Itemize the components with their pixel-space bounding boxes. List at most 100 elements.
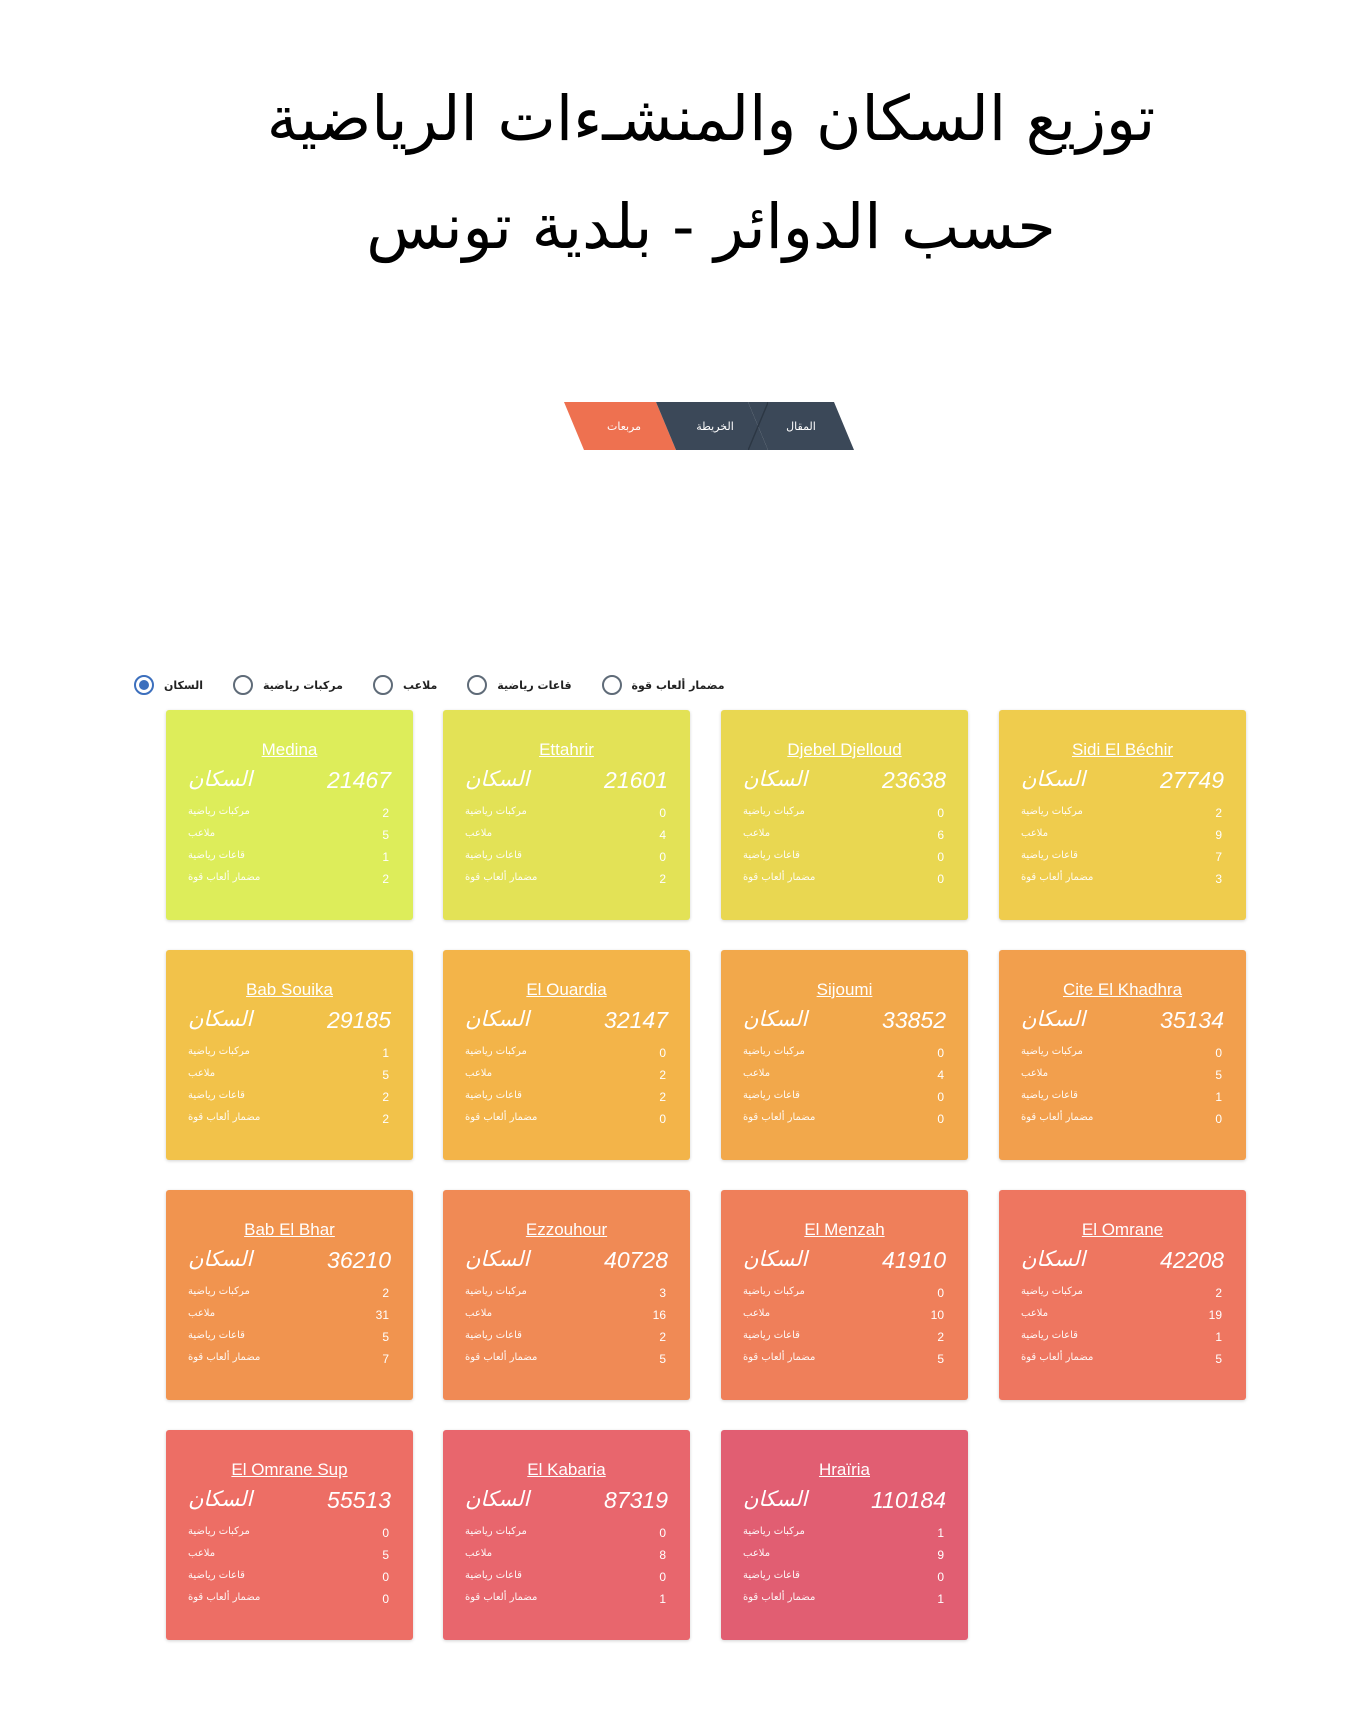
population-value: 27749 bbox=[1160, 767, 1224, 793]
stat-value-halls: 2 bbox=[937, 1330, 944, 1344]
stat-value-fields: 8 bbox=[659, 1548, 666, 1562]
district-name-link[interactable]: El Menzah bbox=[804, 1220, 885, 1239]
radio-halls[interactable]: قاعات رياضية bbox=[467, 675, 572, 695]
stat-label-halls: قاعات رياضية bbox=[188, 1330, 245, 1341]
stat-value-tracks: 0 bbox=[382, 1592, 389, 1606]
stat-label-tracks: مضمار ألعاب قوة bbox=[465, 872, 538, 883]
district-name-link[interactable]: El Ouardia bbox=[526, 980, 607, 999]
page-title-line-2: حسب الدوائر - بلدية تونس bbox=[366, 190, 1056, 263]
stat-value-fields: 16 bbox=[652, 1308, 666, 1322]
view-switcher-nav: مربعات الخريطة المقال bbox=[564, 402, 854, 450]
district-name-link[interactable]: Bab Souika bbox=[246, 980, 333, 999]
radio-button[interactable] bbox=[467, 675, 488, 695]
stat-label-tracks: مضمار ألعاب قوة bbox=[188, 872, 261, 883]
stat-label-fields: ملاعب bbox=[743, 828, 771, 839]
stat-label-halls: قاعات رياضية bbox=[465, 1330, 522, 1341]
stat-value-complexes: 2 bbox=[382, 1286, 389, 1300]
district-card: Sijoumi السكان 33852 مركبات رياضية 0 ملاعب 4 قا… bbox=[721, 950, 968, 1160]
stat-label-complexes: مركبات رياضية bbox=[188, 1526, 250, 1537]
district-name-link[interactable]: Sidi El Béchir bbox=[1071, 740, 1174, 759]
radio-tracks[interactable]: مضمار ألعاب قوة bbox=[601, 675, 725, 695]
population-value: 110184 bbox=[870, 1487, 946, 1513]
stat-value-tracks: 7 bbox=[382, 1352, 389, 1366]
district-name-link[interactable]: El Kabaria bbox=[527, 1460, 606, 1479]
stat-value-tracks: 0 bbox=[1215, 1112, 1222, 1126]
stat-value-complexes: 0 bbox=[659, 1526, 666, 1540]
stat-value-fields: 5 bbox=[382, 1548, 389, 1562]
stat-value-halls: 7 bbox=[1215, 850, 1222, 864]
stat-value-complexes: 1 bbox=[382, 1046, 389, 1060]
stat-label-fields: ملاعب bbox=[1021, 1308, 1049, 1319]
district-name-link[interactable]: Sijoumi bbox=[816, 980, 873, 999]
radio-label: السكان bbox=[164, 678, 204, 692]
population-label: السكان bbox=[465, 1487, 530, 1511]
stat-label-complexes: مركبات رياضية bbox=[743, 806, 805, 817]
district-name-link[interactable]: Medina bbox=[261, 740, 318, 759]
stat-label-fields: ملاعب bbox=[188, 1308, 216, 1319]
nav-divider bbox=[748, 402, 768, 450]
district-name-link[interactable]: Cite El Khadhra bbox=[1062, 980, 1183, 999]
radio-label: قاعات رياضية bbox=[497, 678, 572, 692]
stat-value-tracks: 5 bbox=[937, 1352, 944, 1366]
stat-value-fields: 5 bbox=[382, 828, 389, 842]
radio-fields[interactable]: ملاعب bbox=[372, 675, 438, 695]
district-card: El Omrane Sup السكان 55513 مركبات رياضية 0 مل… bbox=[166, 1430, 413, 1640]
radio-label: مركبات رياضية bbox=[263, 678, 343, 692]
stat-label-fields: ملاعب bbox=[743, 1308, 771, 1319]
district-card: Medina السكان 21467 مركبات رياضية 2 ملاعب 5 قاع… bbox=[166, 710, 413, 920]
stat-label-tracks: مضمار ألعاب قوة bbox=[743, 872, 816, 883]
population-value: 21467 bbox=[327, 767, 391, 793]
stat-value-halls: 1 bbox=[1215, 1330, 1222, 1344]
population-value: 36210 bbox=[327, 1247, 391, 1273]
stat-label-tracks: مضمار ألعاب قوة bbox=[1021, 1112, 1094, 1123]
population-label: السكان bbox=[743, 1487, 808, 1511]
district-name-link[interactable]: El Omrane bbox=[1081, 1220, 1164, 1239]
nav-squares-tab[interactable]: مربعات bbox=[564, 402, 676, 450]
district-card: Hraïria السكان 110184 مركبات رياضية 1 ملاعب 9 ق… bbox=[721, 1430, 968, 1640]
stat-value-halls: 2 bbox=[382, 1090, 389, 1104]
stat-value-fields: 5 bbox=[382, 1068, 389, 1082]
radio-complexes[interactable]: مركبات رياضية bbox=[233, 675, 343, 695]
stat-value-halls: 2 bbox=[659, 1330, 666, 1344]
population-label: السكان bbox=[743, 767, 808, 791]
stat-value-complexes: 0 bbox=[937, 1286, 944, 1300]
population-label: السكان bbox=[188, 1007, 253, 1031]
stat-label-tracks: مضمار ألعاب قوة bbox=[1021, 1352, 1094, 1363]
stat-label-complexes: مركبات رياضية bbox=[188, 806, 250, 817]
stat-value-tracks: 1 bbox=[937, 1592, 944, 1606]
stat-label-complexes: مركبات رياضية bbox=[188, 1046, 250, 1057]
radio-population[interactable]: السكان bbox=[134, 675, 203, 695]
population-value: 87319 bbox=[604, 1487, 668, 1513]
stat-value-tracks: 5 bbox=[659, 1352, 666, 1366]
radio-button[interactable] bbox=[233, 675, 254, 695]
stat-value-halls: 2 bbox=[659, 1090, 666, 1104]
district-name-link[interactable]: El Omrane Sup bbox=[231, 1460, 348, 1479]
stat-value-fields: 6 bbox=[937, 828, 944, 842]
population-value: 23638 bbox=[882, 767, 946, 793]
population-value: 33852 bbox=[882, 1007, 946, 1033]
radio-button[interactable] bbox=[601, 675, 622, 695]
district-card: Bab El Bhar السكان 36210 مركبات رياضية 2 ملاع… bbox=[166, 1190, 413, 1400]
stat-value-fields: 9 bbox=[1215, 828, 1222, 842]
district-name-link[interactable]: Ezzouhour bbox=[525, 1220, 608, 1239]
radio-button-checked[interactable] bbox=[134, 675, 154, 695]
stat-value-fields: 31 bbox=[375, 1308, 389, 1322]
radio-button[interactable] bbox=[372, 675, 393, 695]
stat-label-halls: قاعات رياضية bbox=[465, 850, 522, 861]
stat-value-complexes: 0 bbox=[659, 806, 666, 820]
stat-value-tracks: 2 bbox=[382, 872, 389, 886]
stat-label-complexes: مركبات رياضية bbox=[465, 1286, 527, 1297]
stat-label-halls: قاعات رياضية bbox=[1021, 1330, 1078, 1341]
stat-label-tracks: مضمار ألعاب قوة bbox=[743, 1592, 816, 1603]
radio-label: ملاعب bbox=[402, 678, 438, 692]
stat-label-complexes: مركبات رياضية bbox=[465, 806, 527, 817]
stat-label-halls: قاعات رياضية bbox=[465, 1570, 522, 1581]
stat-label-complexes: مركبات رياضية bbox=[743, 1526, 805, 1537]
stat-label-halls: قاعات رياضية bbox=[188, 850, 245, 861]
district-name-link[interactable]: Ettahrir bbox=[539, 740, 594, 759]
district-name-link[interactable]: Bab El Bhar bbox=[244, 1220, 335, 1239]
district-card: Djebel Djelloud السكان 23638 مركبات رياضية 0… bbox=[721, 710, 968, 920]
district-name-link[interactable]: Hraïria bbox=[818, 1460, 870, 1479]
stat-label-fields: ملاعب bbox=[188, 1548, 216, 1559]
district-name-link[interactable]: Djebel Djelloud bbox=[787, 740, 902, 759]
